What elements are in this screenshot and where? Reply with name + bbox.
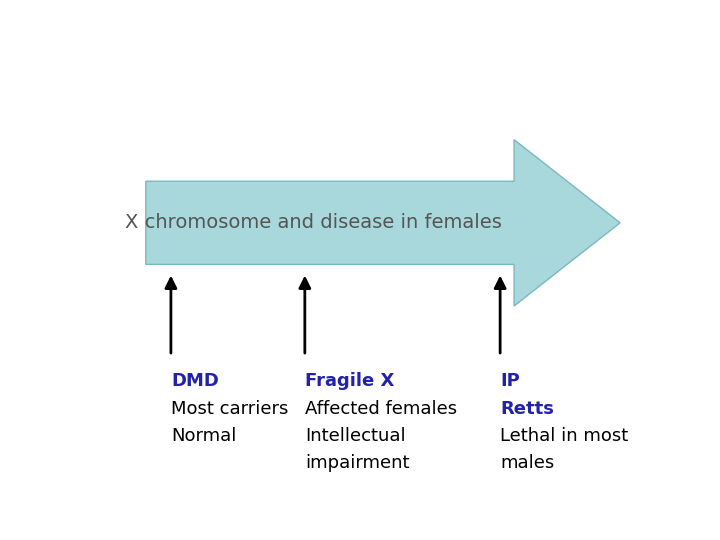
Text: Retts: Retts [500,400,554,417]
Text: IP: IP [500,373,520,390]
Text: Most carriers: Most carriers [171,400,288,417]
Text: males: males [500,454,554,471]
Text: X chromosome and disease in females: X chromosome and disease in females [125,213,502,232]
Text: Fragile X: Fragile X [305,373,395,390]
Text: Intellectual: Intellectual [305,427,405,444]
Text: DMD: DMD [171,373,219,390]
Text: Lethal in most: Lethal in most [500,427,629,444]
Text: Affected females: Affected females [305,400,457,417]
Text: Normal: Normal [171,427,236,444]
Text: impairment: impairment [305,454,410,471]
Polygon shape [145,140,620,306]
